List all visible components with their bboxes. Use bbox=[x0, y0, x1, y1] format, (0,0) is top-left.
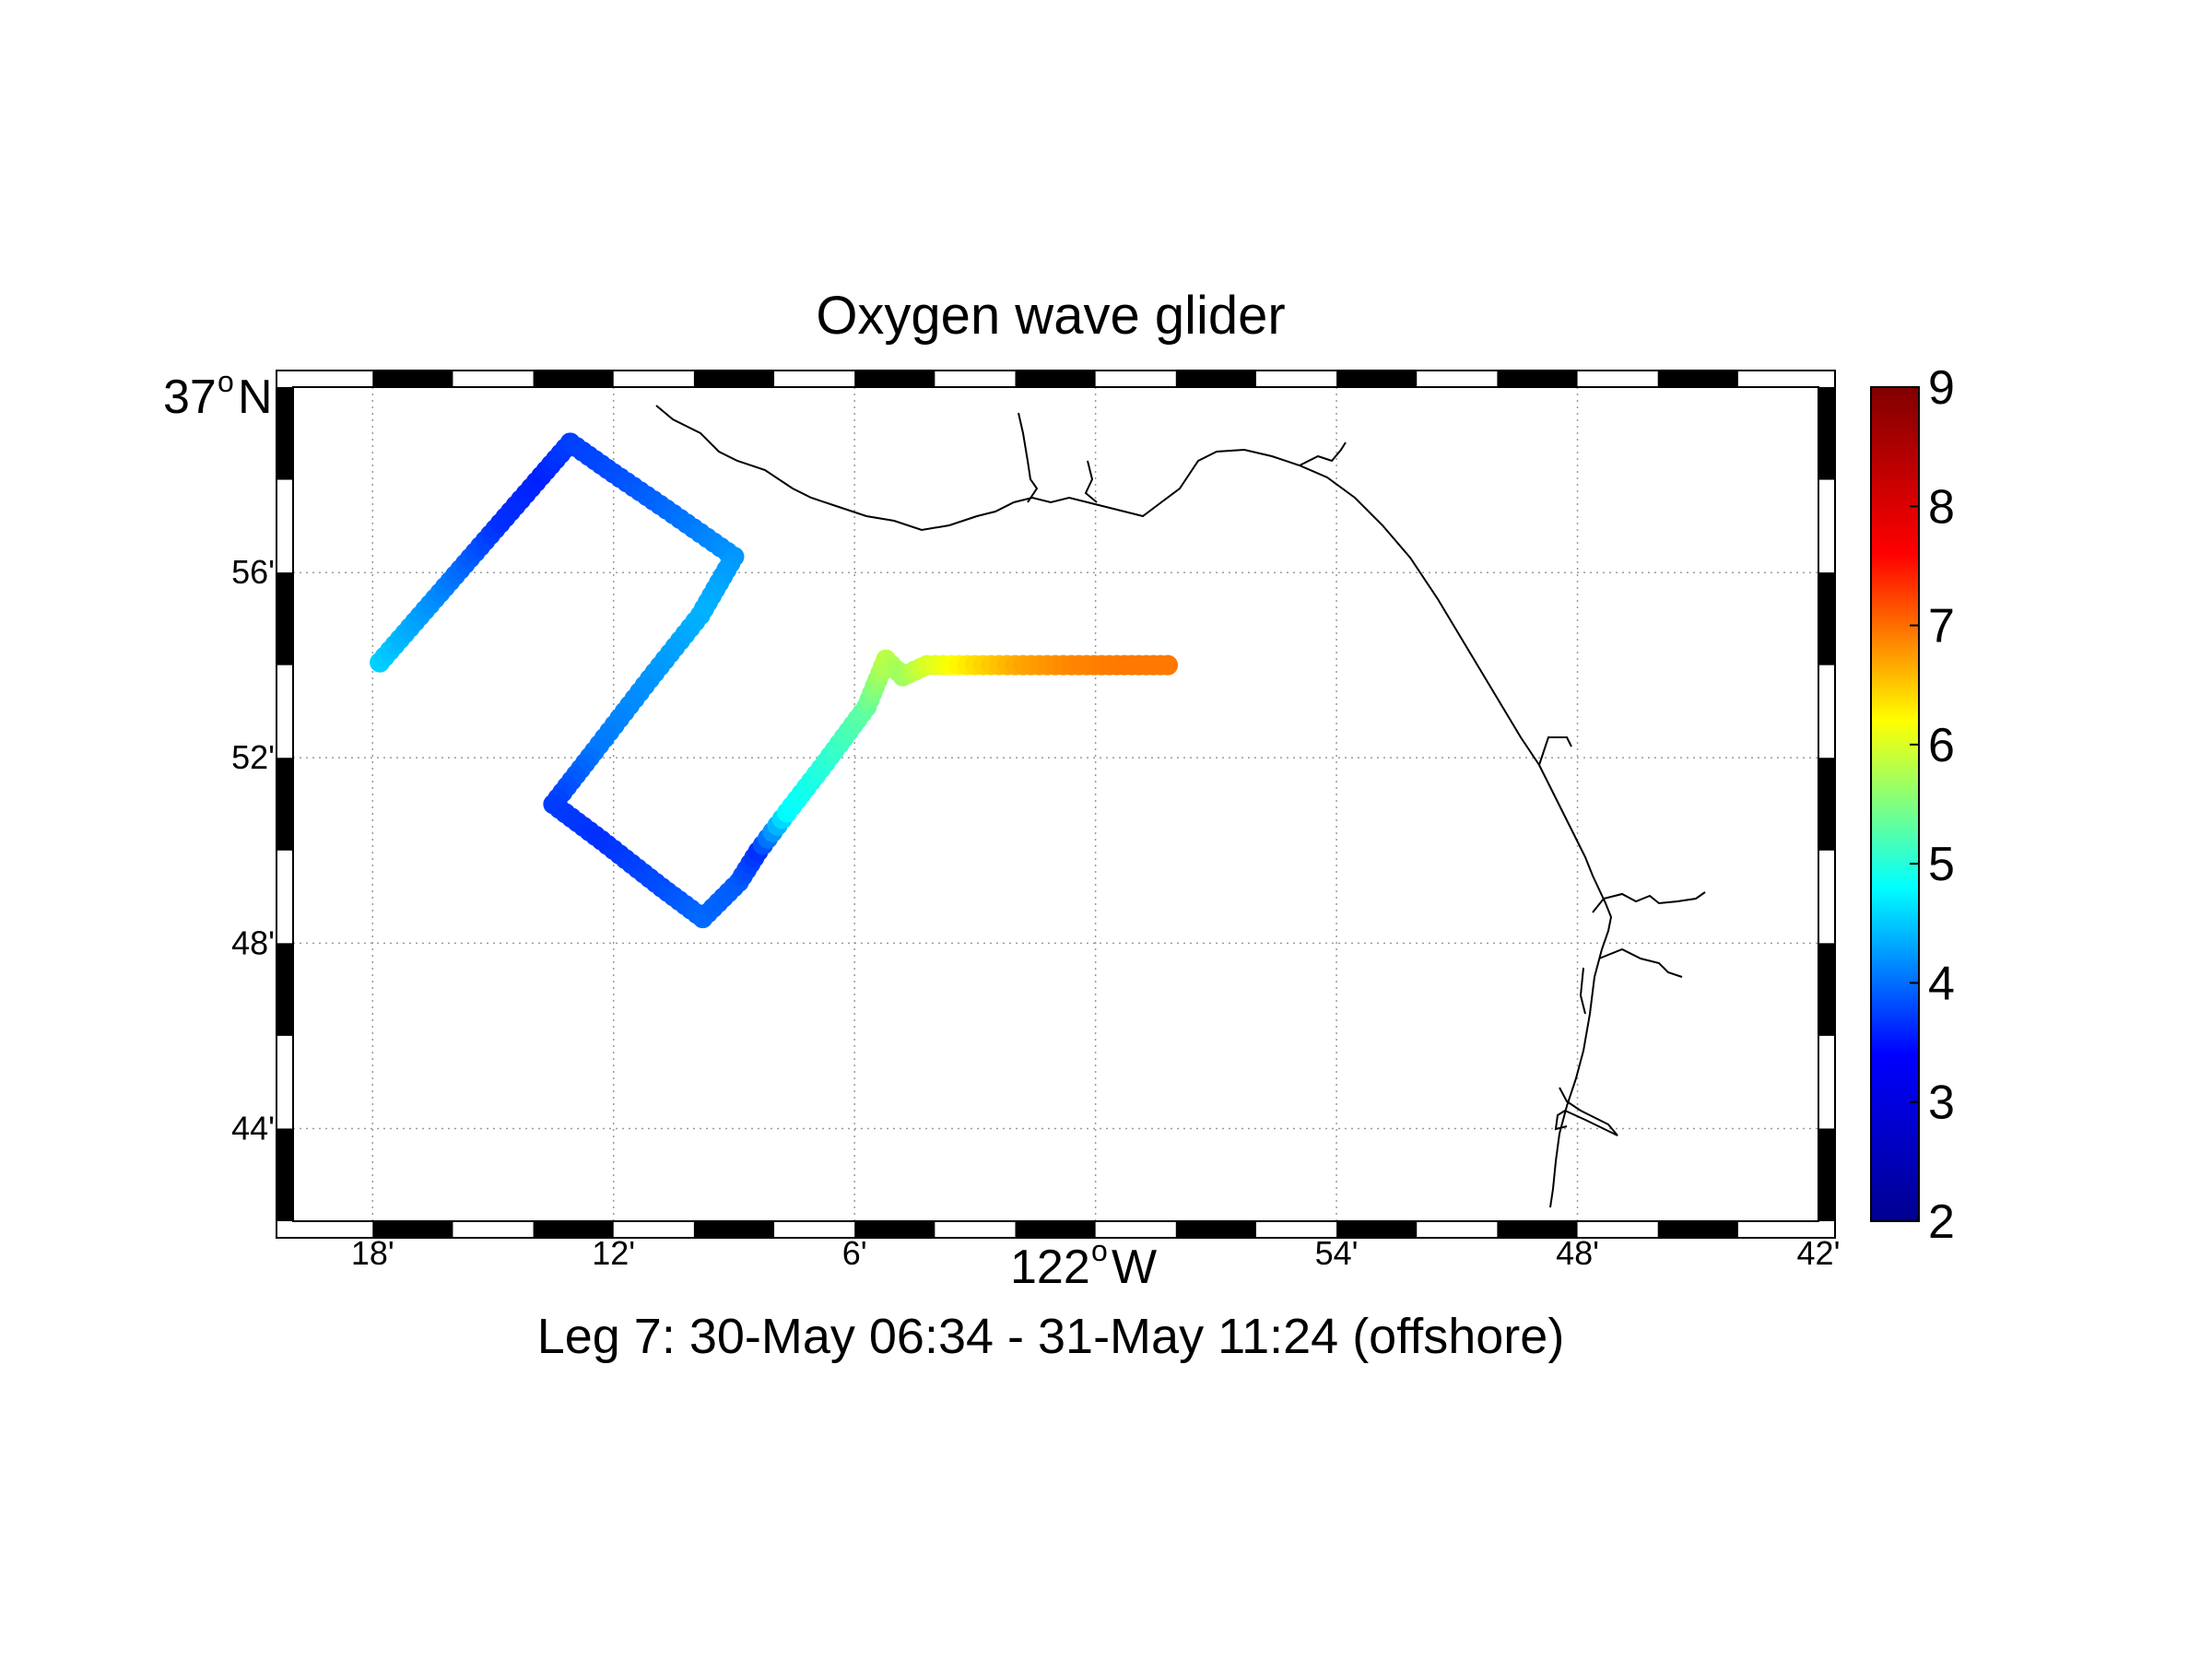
estuary-2 bbox=[1598, 947, 1683, 978]
track-point bbox=[1158, 654, 1179, 676]
border-segment bbox=[1657, 371, 1738, 387]
lon-center-hemi: W bbox=[1112, 1241, 1157, 1294]
border-segment bbox=[1818, 387, 1835, 480]
border-segment bbox=[1497, 371, 1578, 387]
border-segment bbox=[533, 371, 614, 387]
longitude-center-label: 122 o W bbox=[1010, 1234, 1157, 1294]
map-frame bbox=[276, 370, 1836, 1239]
border-segment bbox=[1657, 1221, 1738, 1238]
lat-tick-label: 56' bbox=[231, 553, 275, 591]
border-segment bbox=[1818, 572, 1835, 665]
border-segment bbox=[1015, 1221, 1096, 1238]
longitude-tick-labels: 18' 12' 6' 54' 48' 42' bbox=[351, 1234, 1841, 1272]
lon-center-sup: o bbox=[1091, 1234, 1108, 1267]
lat-tick-label: 48' bbox=[231, 924, 275, 961]
map-border bbox=[276, 370, 1836, 1239]
border-segment bbox=[1818, 758, 1835, 851]
river-4 bbox=[1538, 736, 1572, 766]
border-segment bbox=[1175, 371, 1256, 387]
border-segment bbox=[1497, 1221, 1578, 1238]
harbor-jetty bbox=[1554, 1087, 1618, 1136]
latitude-corner-label: 37 o N bbox=[163, 365, 273, 424]
border-segment bbox=[1818, 1128, 1835, 1221]
lon-center-deg: 122 bbox=[1010, 1241, 1090, 1294]
estuary-3 bbox=[1579, 967, 1586, 1015]
border-segment bbox=[1336, 1221, 1418, 1238]
colorbar-tick-label: 5 bbox=[1928, 838, 1955, 891]
border-segment bbox=[1818, 943, 1835, 1036]
border-segment bbox=[1015, 371, 1096, 387]
colorbar: 2 3 4 5 6 7 8 9 bbox=[1870, 361, 1955, 1249]
border-segment bbox=[372, 1221, 453, 1238]
lon-tick-label: 42' bbox=[1797, 1234, 1841, 1272]
lat-corner-hemi: N bbox=[238, 371, 273, 424]
border-segment bbox=[1336, 371, 1418, 387]
lon-tick-label: 48' bbox=[1556, 1234, 1599, 1272]
lon-tick-label: 18' bbox=[351, 1234, 394, 1272]
colorbar-tick-label: 7 bbox=[1928, 600, 1955, 653]
colorbar-tick-label: 6 bbox=[1928, 719, 1955, 772]
river-1 bbox=[1018, 412, 1039, 503]
river-2 bbox=[1084, 460, 1098, 503]
border-segment bbox=[533, 1221, 614, 1238]
colorbar-tick-label: 4 bbox=[1928, 957, 1955, 1010]
lon-tick-label: 6' bbox=[842, 1234, 867, 1272]
lat-corner-sup: o bbox=[218, 365, 234, 398]
lat-corner-deg: 37 bbox=[163, 371, 217, 424]
colorbar-tick-label: 9 bbox=[1928, 361, 1955, 415]
border-segment bbox=[372, 371, 453, 387]
coastline-path bbox=[655, 405, 1613, 1208]
border-segment bbox=[693, 1221, 775, 1238]
border-segment bbox=[276, 758, 293, 851]
map-title: Oxygen wave glider bbox=[816, 286, 1285, 346]
colorbar-tick-label: 8 bbox=[1928, 480, 1955, 534]
border-segment bbox=[854, 1221, 935, 1238]
colorbar-ticks: 2 3 4 5 6 7 8 9 bbox=[1910, 361, 1955, 1249]
colorbar-tick-label: 2 bbox=[1928, 1195, 1955, 1249]
estuary-1 bbox=[1592, 891, 1706, 913]
lon-tick-label: 54' bbox=[1315, 1234, 1359, 1272]
border-segment bbox=[276, 387, 293, 480]
border-segment bbox=[854, 371, 935, 387]
lat-tick-label: 52' bbox=[231, 738, 275, 776]
colorbar-gradient bbox=[1870, 386, 1920, 1222]
map-subtitle: Leg 7: 30-May 06:34 - 31-May 11:24 (offs… bbox=[537, 1309, 1565, 1364]
border-segment bbox=[276, 572, 293, 665]
grid-lines bbox=[293, 387, 1818, 1221]
colorbar-tick-label: 3 bbox=[1928, 1077, 1955, 1130]
coastline bbox=[655, 405, 1706, 1208]
border-segment bbox=[276, 943, 293, 1036]
border-segment bbox=[693, 371, 775, 387]
border-segment bbox=[276, 1128, 293, 1221]
lon-tick-label: 12' bbox=[592, 1234, 635, 1272]
glider-track bbox=[370, 432, 1179, 929]
river-3 bbox=[1299, 441, 1347, 466]
border-segment bbox=[1175, 1221, 1256, 1238]
lat-tick-label: 44' bbox=[231, 1110, 275, 1147]
latitude-tick-labels: 56' 52' 48' 44' bbox=[231, 553, 275, 1147]
